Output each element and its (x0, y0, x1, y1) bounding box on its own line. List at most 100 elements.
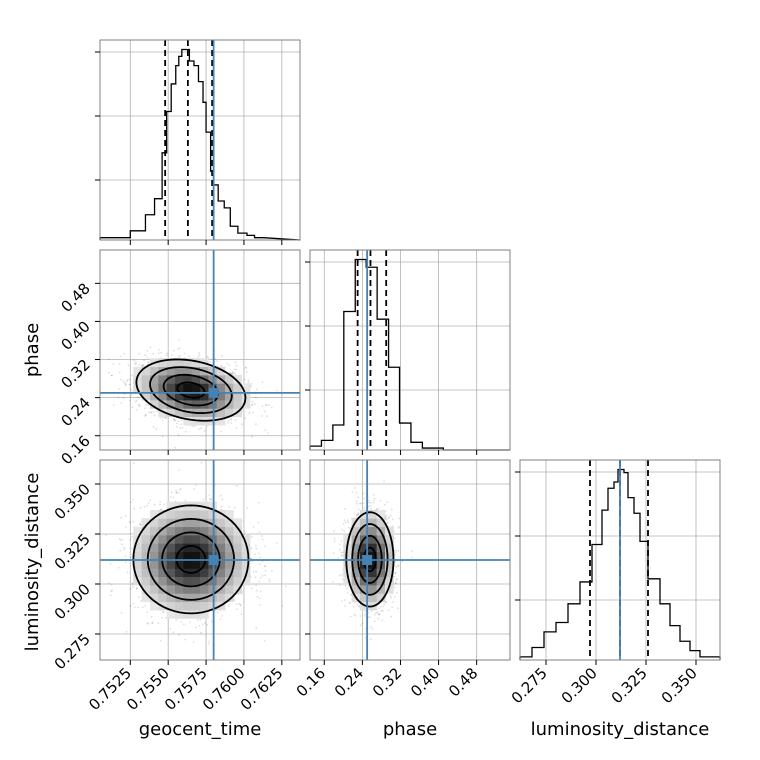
sample-point (256, 589, 258, 592)
sample-point (206, 623, 209, 626)
sample-point (111, 374, 113, 377)
sample-point (235, 603, 238, 605)
sample-point (157, 622, 160, 625)
density-cell (150, 585, 159, 594)
sample-point (149, 346, 152, 349)
sample-point (214, 358, 217, 360)
truth-marker (208, 555, 219, 565)
sample-point (232, 372, 235, 374)
sample-point (146, 356, 149, 359)
density-cell (150, 400, 159, 409)
density-cell (233, 400, 243, 409)
sample-point (126, 379, 129, 381)
sample-point (183, 352, 186, 355)
density-cell (191, 375, 201, 384)
density-cell (175, 535, 184, 544)
contour-line (176, 381, 206, 399)
sample-point (138, 352, 141, 355)
density-cell (150, 526, 159, 536)
sample-point (126, 380, 128, 383)
sample-point (238, 602, 241, 605)
sample-point (375, 611, 377, 614)
sample-point (387, 609, 390, 612)
density-panel-phase-luminosity-distance (310, 460, 510, 660)
density-cell (216, 366, 226, 376)
sample-point (131, 536, 134, 539)
density-cell (241, 551, 251, 561)
sample-point (346, 592, 349, 594)
density-cell (208, 518, 218, 528)
sample-point (169, 496, 172, 498)
sample-point (254, 576, 257, 579)
sample-point (135, 399, 138, 402)
sample-point (200, 427, 203, 430)
density-cell (208, 383, 218, 393)
density-cell (191, 518, 201, 528)
sample-point (357, 513, 360, 516)
sample-point (230, 422, 233, 425)
sample-point (255, 570, 258, 573)
sample-point (343, 530, 345, 532)
sample-point (177, 492, 180, 494)
density-cell (208, 510, 218, 519)
sample-point (144, 413, 147, 416)
density-cell (183, 535, 193, 544)
sample-point (132, 586, 134, 588)
sample-point (257, 521, 260, 524)
density-cell (183, 551, 193, 561)
density-cell (233, 551, 243, 561)
sample-point (140, 600, 142, 602)
density-cell (225, 510, 234, 519)
density-cell (183, 366, 193, 376)
sample-point (118, 363, 121, 365)
sample-point (141, 364, 144, 367)
sample-point (396, 565, 399, 567)
density-cell (225, 585, 234, 594)
density-cell (175, 510, 184, 519)
sample-point (123, 546, 126, 549)
sample-point (188, 621, 191, 623)
sample-point (193, 488, 195, 490)
sample-point (397, 526, 400, 529)
density-cell (200, 543, 209, 553)
sample-point (145, 404, 148, 406)
sample-point (394, 561, 396, 564)
density-cell (216, 518, 226, 528)
sample-point (231, 373, 234, 375)
sample-point (119, 355, 122, 358)
sample-point (194, 626, 197, 629)
sample-point (132, 602, 135, 605)
sample-point (129, 399, 131, 402)
sample-point (125, 526, 127, 528)
density-cell (175, 610, 184, 619)
sample-point (255, 396, 257, 399)
sample-point (250, 547, 253, 550)
sample-point (118, 371, 121, 374)
density-panel-geocent-time-phase (100, 250, 300, 450)
density-cell (233, 535, 243, 544)
density-cell (166, 543, 176, 553)
density-cell (175, 560, 184, 569)
contour-line (135, 358, 247, 422)
sample-point (226, 363, 229, 365)
sample-point (255, 547, 258, 550)
sample-point (357, 512, 360, 514)
sample-point (250, 382, 253, 385)
sample-point (398, 517, 401, 520)
sample-point (234, 419, 237, 422)
sample-point (396, 591, 398, 594)
sample-point (208, 640, 211, 643)
sample-point (175, 491, 178, 494)
density-cell (200, 526, 209, 536)
sample-point (188, 355, 191, 358)
density-cell (141, 585, 151, 594)
sample-point (250, 535, 253, 538)
density-cell (158, 400, 168, 409)
density-cell (233, 560, 243, 569)
sample-point (210, 498, 212, 501)
sample-point (197, 355, 200, 358)
sample-point (158, 349, 161, 351)
density-cell (216, 593, 226, 603)
sample-point (193, 425, 196, 427)
